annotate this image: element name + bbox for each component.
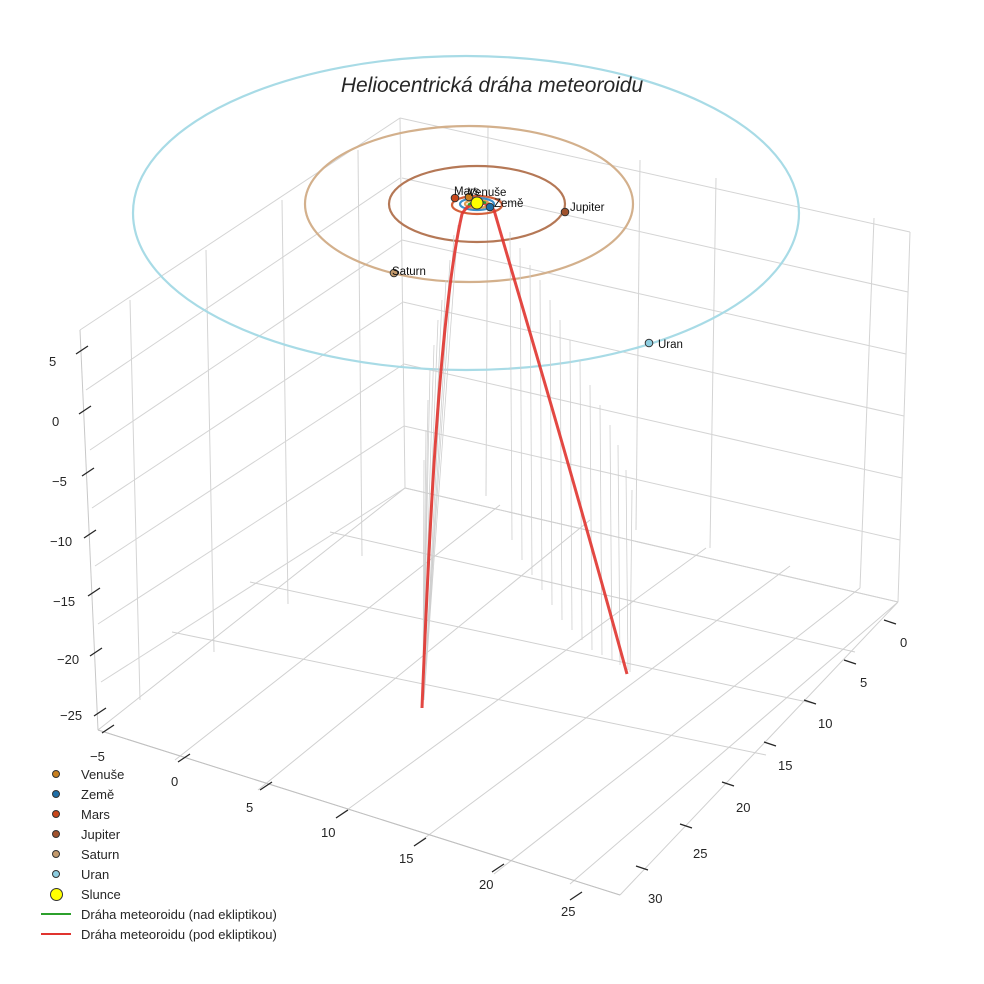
drop-lines — [422, 224, 633, 701]
planet-markers — [389, 192, 654, 348]
marker-mars — [450, 193, 460, 203]
x-tick-label: 5 — [246, 800, 254, 815]
z-tick-label: −15 — [53, 594, 76, 609]
z-tick-label: 5 — [49, 354, 57, 369]
marker-zeme — [485, 202, 495, 212]
legend: Venuše Země Mars Jupiter Saturn Uran Slu… — [36, 764, 277, 944]
marker-venuse — [464, 192, 474, 202]
grid-left-wall — [79, 117, 406, 731]
marker-uran — [644, 338, 654, 348]
marker-saturn — [389, 268, 399, 278]
y-tick-label: 0 — [900, 635, 908, 650]
marker-jupiter — [560, 207, 570, 217]
x-tick-label: 15 — [399, 851, 414, 866]
legend-item-zeme: Země — [36, 784, 277, 804]
slunce-marker-icon — [49, 887, 63, 901]
venuse-marker-icon — [52, 770, 60, 778]
x-tick-label: 20 — [479, 877, 494, 892]
legend-item-uran: Uran — [36, 864, 277, 884]
x-tick-label: −5 — [90, 749, 105, 764]
y-tick-label: 30 — [648, 891, 663, 906]
x-tick-label: 10 — [321, 825, 336, 840]
z-tick-label: −10 — [50, 534, 73, 549]
red-line-icon — [41, 933, 71, 935]
z-tick-label: −20 — [57, 652, 80, 667]
chart-title: Heliocentrická dráha meteoroidu — [340, 74, 644, 97]
y-tick-label: 20 — [736, 800, 751, 815]
legend-item-saturn: Saturn — [36, 844, 277, 864]
axis-ticks — [75, 345, 897, 901]
label-venuse: Venuše — [468, 187, 507, 199]
legend-item-trajectory-above: Dráha meteoroidu (nad ekliptikou) — [36, 904, 277, 924]
label-jupiter: Jupiter — [570, 202, 605, 214]
label-saturn: Saturn — [392, 266, 426, 278]
y-tick-label: 10 — [818, 716, 833, 731]
orbits — [131, 54, 801, 372]
orbit-saturn — [303, 124, 635, 284]
uran-marker-icon — [52, 870, 60, 878]
z-tick-label: 0 — [52, 414, 60, 429]
mars-marker-icon — [52, 810, 60, 818]
legend-item-mars: Mars — [36, 804, 277, 824]
legend-item-slunce: Slunce — [36, 884, 277, 904]
x-tick-label: 25 — [561, 904, 576, 919]
y-tick-label: 5 — [860, 675, 868, 690]
label-uran: Uran — [658, 339, 683, 351]
orbit-mars — [450, 194, 504, 216]
marker-slunce — [470, 196, 484, 210]
grid-right-wall — [399, 117, 911, 603]
orbit-jupiter — [387, 164, 567, 244]
legend-item-venuse: Venuše — [36, 764, 277, 784]
y-tick-label: 25 — [693, 846, 708, 861]
y-tick-label: 15 — [778, 758, 793, 773]
x-tick-label: 0 — [171, 774, 179, 789]
z-tick-label: −25 — [60, 708, 83, 723]
jupiter-marker-icon — [52, 830, 60, 838]
legend-item-jupiter: Jupiter — [36, 824, 277, 844]
saturn-marker-icon — [52, 850, 60, 858]
legend-item-trajectory-below: Dráha meteoroidu (pod ekliptikou) — [36, 924, 277, 944]
green-line-icon — [41, 913, 71, 915]
label-zeme: Země — [494, 198, 524, 210]
label-mars: Mars — [454, 186, 480, 198]
z-tick-label: −5 — [52, 474, 67, 489]
orbit-uran — [131, 54, 801, 372]
zeme-marker-icon — [52, 790, 60, 798]
